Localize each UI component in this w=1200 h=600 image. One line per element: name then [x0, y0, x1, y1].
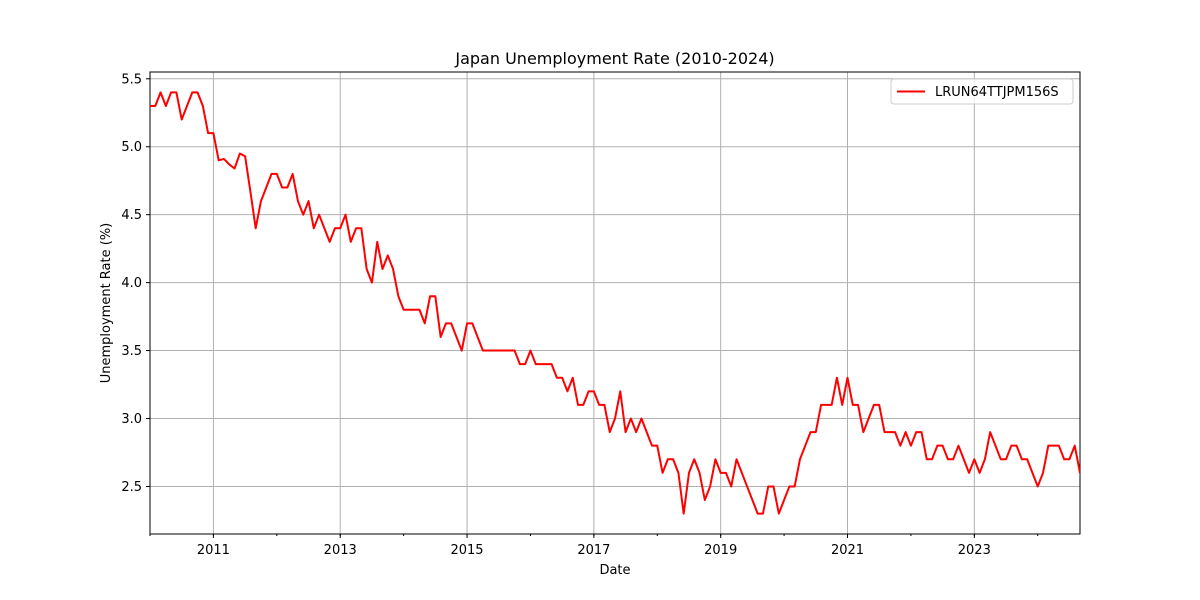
x-tick-label: 2023: [958, 543, 991, 558]
plot-area: [149, 71, 1081, 535]
x-tick-label: 2019: [704, 543, 737, 558]
series-layer: [150, 91, 1080, 515]
x-tick-label: 2017: [577, 543, 610, 558]
grid: [150, 72, 1080, 534]
y-tick-label: 5.0: [121, 140, 142, 155]
y-tick-label: 2.5: [121, 480, 142, 495]
y-tick-label: 4.5: [121, 208, 142, 223]
legend-entry-label: LRUN64TTJPM156S: [935, 85, 1059, 100]
axes: 2.5 3.0 3.5 4.0 4.5 5.0 5.5 2011 2013 2015 2017 201…: [121, 72, 1039, 558]
chart-title: Japan Unemployment Rate (2010-2024): [454, 49, 774, 68]
y-tick-label: 3.0: [121, 412, 142, 427]
x-tick-label: 2015: [450, 543, 483, 558]
y-tick-label: 3.5: [121, 344, 142, 359]
x-axis-label: Date: [599, 563, 630, 578]
series-line-0: [150, 91, 1080, 515]
legend-box: [890, 78, 1074, 105]
x-tick-label: 2011: [197, 543, 230, 558]
y-tick-label: 5.5: [121, 72, 142, 87]
y-tick-label: 4.0: [121, 276, 142, 291]
x-tick-label: 2013: [324, 543, 357, 558]
x-tick-label: 2021: [831, 543, 864, 558]
legend: LRUN64TTJPM156S: [890, 78, 1074, 105]
y-axis-label: Unemployment Rate (%): [99, 223, 114, 384]
